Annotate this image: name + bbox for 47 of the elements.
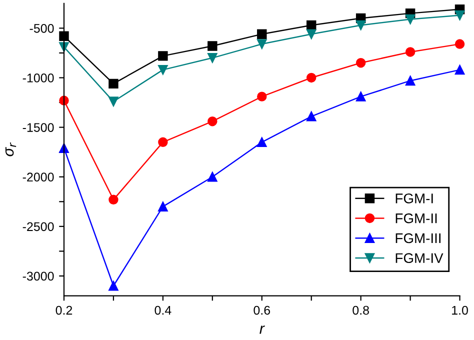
point — [454, 10, 465, 20]
point — [158, 64, 168, 75]
point — [257, 92, 267, 102]
x-tick-label: 0.2 — [56, 306, 72, 315]
point — [108, 281, 118, 291]
point — [208, 116, 218, 126]
point — [356, 20, 366, 30]
point — [405, 76, 416, 86]
point — [306, 20, 316, 30]
x-tick-label: 1.0 — [452, 306, 468, 315]
x-tick-label: 0.6 — [254, 306, 270, 315]
point — [405, 14, 416, 24]
point — [306, 112, 316, 122]
legend-label: FGM-IV — [396, 253, 444, 264]
point — [257, 29, 267, 39]
point — [108, 194, 118, 205]
point — [257, 137, 267, 148]
point — [306, 72, 316, 83]
point — [158, 137, 168, 148]
legend-label: FGM-I — [396, 194, 433, 204]
point — [356, 92, 366, 102]
x-tick-label: 0.4 — [154, 306, 172, 315]
y-tick-label: -3000 — [22, 272, 54, 281]
point — [454, 39, 465, 49]
y-tick-label: -1500 — [22, 123, 54, 132]
point — [356, 58, 366, 68]
x-axis-title: r — [260, 326, 265, 334]
point — [257, 39, 267, 49]
point — [108, 96, 118, 106]
point — [405, 47, 416, 57]
y-axis-title: σ$_{r}$ — [5, 142, 16, 156]
x-tick-label: 0.8 — [352, 306, 369, 315]
y-tick-label: -2000 — [22, 172, 54, 182]
point — [208, 172, 218, 182]
y-tick-label: -2500 — [22, 222, 54, 232]
legend-label: FGM-II — [396, 213, 437, 224]
point — [108, 78, 118, 89]
legend-label: FGM-III — [396, 233, 440, 244]
point — [158, 51, 168, 61]
y-tick-label: -500 — [30, 24, 54, 33]
point — [208, 53, 218, 63]
point — [208, 41, 218, 51]
point — [158, 202, 168, 212]
point — [59, 31, 69, 41]
y-tick-label: -1000 — [22, 74, 54, 82]
point — [306, 29, 316, 39]
point — [454, 64, 465, 75]
